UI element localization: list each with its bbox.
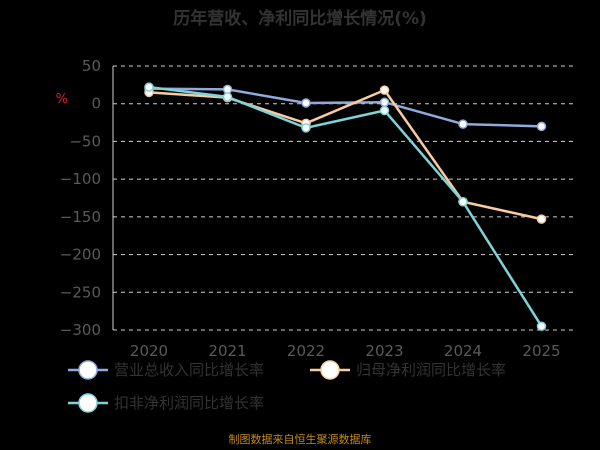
series-3-point — [536, 321, 547, 331]
series-3-point — [301, 123, 311, 133]
legend-marker-1 — [78, 360, 98, 380]
y-tick-label: −50 — [69, 132, 101, 150]
series-2-point — [536, 214, 547, 224]
series-line-1 — [147, 87, 543, 128]
x-tick-label: 2024 — [444, 342, 482, 360]
y-tick-label: 50 — [82, 57, 101, 75]
source-note: 制图数据来自恒生聚源数据库 — [229, 432, 372, 446]
y-tick-label: 0 — [91, 95, 101, 113]
x-tick-label: 2020 — [130, 342, 168, 360]
axis-layer: 50 0 −50 −100 −150 −200 −250 −300 2020 2021 2022 20… — [60, 57, 561, 360]
y-tick-label: −150 — [60, 208, 101, 226]
y-tick-label: −250 — [60, 283, 101, 301]
y-tick-label: −200 — [60, 246, 101, 264]
series-3-point — [458, 197, 468, 207]
grid-layer — [113, 65, 575, 331]
legend-label-2: 归母净利润同比增长率 — [356, 361, 506, 379]
series-1-point — [458, 119, 468, 129]
series-2-point — [379, 85, 390, 95]
y-tick-label: −100 — [60, 170, 101, 188]
x-tick-label: 2022 — [287, 342, 325, 360]
series-3-point — [379, 105, 390, 116]
legend-marker-2 — [320, 360, 340, 380]
series-1-point — [536, 121, 547, 132]
series-3-point — [222, 92, 233, 102]
x-tick-label: 2023 — [365, 342, 403, 360]
series-line-2 — [147, 88, 543, 221]
y-tick-label: −300 — [60, 321, 101, 339]
x-tick-label: 2025 — [522, 342, 560, 360]
x-tick-label: 2021 — [208, 342, 246, 360]
legend-label-1: 营业总收入同比增长率 — [114, 361, 264, 379]
series-3-point — [144, 82, 154, 92]
unit-label: % — [56, 92, 68, 107]
series-layer — [144, 82, 547, 331]
series-line-3 — [147, 85, 543, 328]
series-1-point — [301, 98, 311, 108]
series-1-point — [379, 97, 390, 107]
chart-title: 历年营收、净利同比增长情况(%) — [173, 8, 427, 29]
legend-marker-3 — [78, 393, 98, 413]
legend-label-3: 扣非净利润同比增长率 — [114, 394, 264, 412]
